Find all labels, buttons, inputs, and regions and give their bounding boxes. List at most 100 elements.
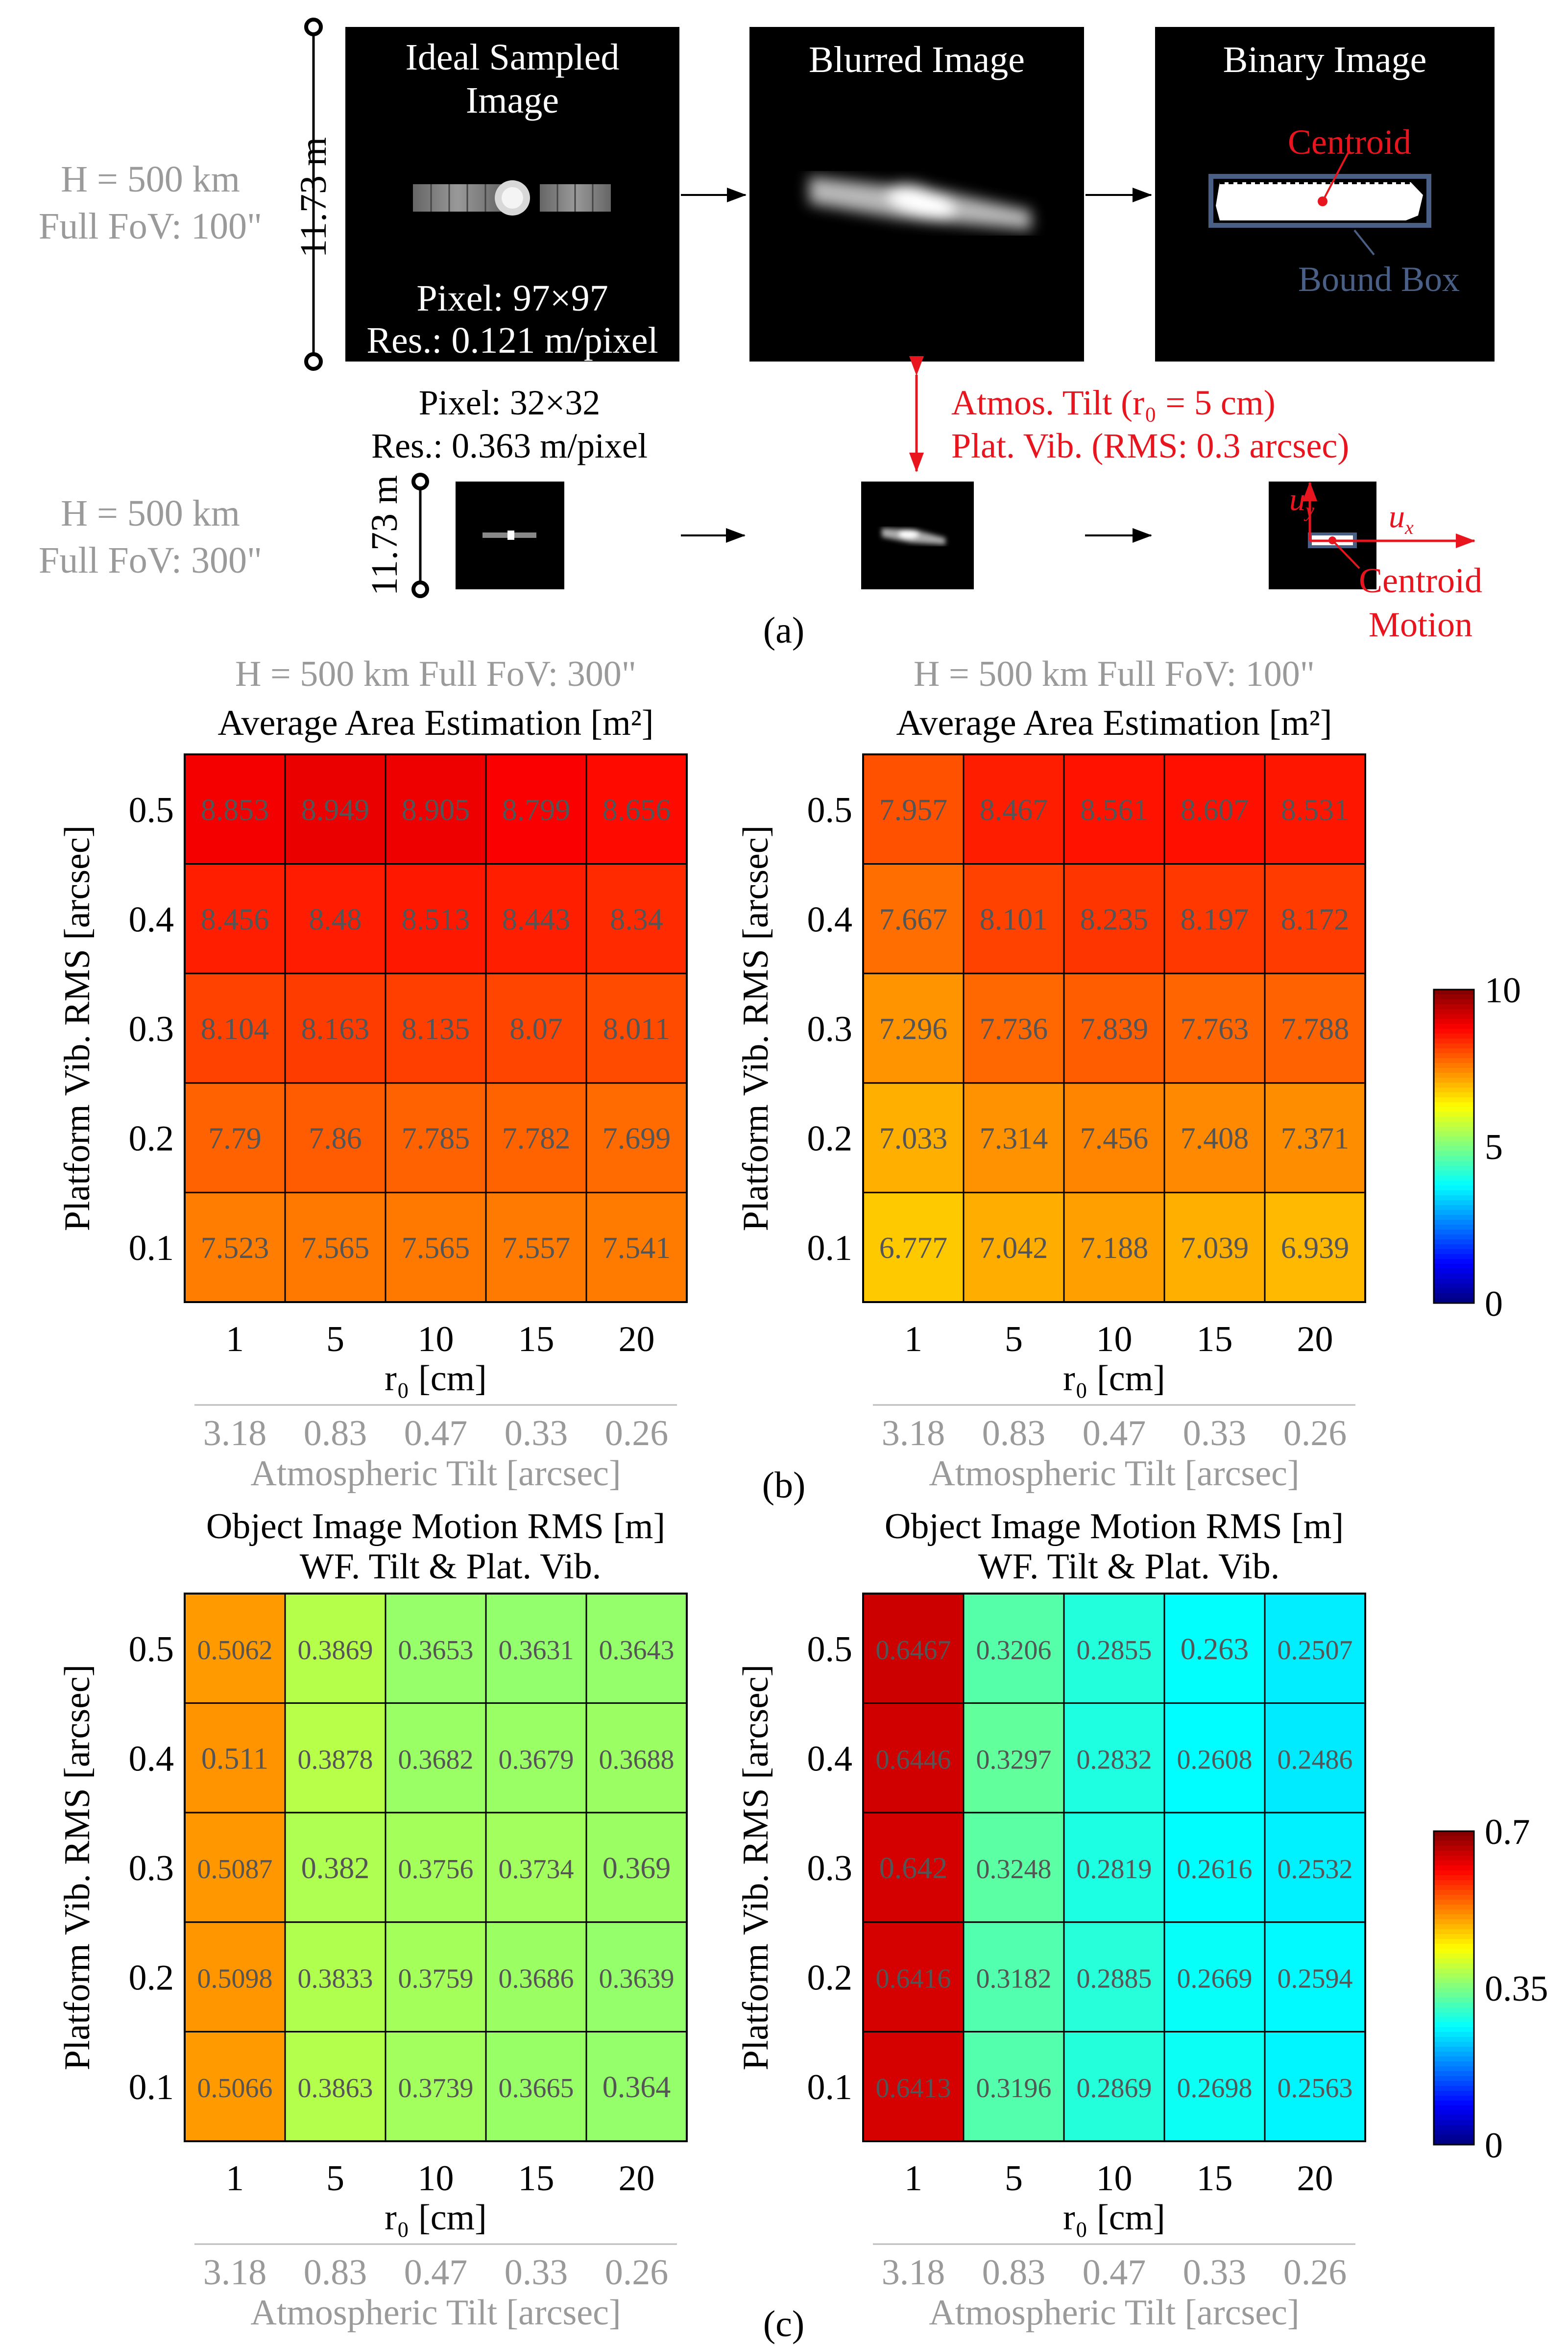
cell-value-label: 0.3833 — [298, 1964, 373, 1994]
cell-value-label: 7.79 — [208, 1122, 262, 1156]
heatmap-cell — [862, 1812, 965, 1923]
y-tick-label: 0.3 — [129, 1009, 174, 1049]
cell-value-label: 7.314 — [980, 1122, 1048, 1156]
colorbar-segment — [1434, 2066, 1474, 2072]
colorbar-segment — [1434, 2007, 1474, 2013]
bound-box — [1208, 174, 1431, 228]
heatmap-cell — [284, 972, 386, 1084]
heatmap-cell — [184, 1812, 286, 1923]
cell-value-label: 0.511 — [201, 1742, 268, 1775]
colorbar-segment — [1434, 2017, 1474, 2023]
perturbation-vib: Plat. Vib. (RMS: 0.3 arcsec) — [951, 426, 1350, 465]
heatmap-cell — [1063, 1921, 1165, 2032]
x-tick-label: 1 — [904, 2158, 922, 2199]
heatmap-cell — [585, 1812, 688, 1923]
heatmap-cell — [585, 1702, 688, 1814]
colorbar-segment — [1434, 1910, 1474, 1915]
cell-value-label: 0.2486 — [1278, 1744, 1353, 1775]
ideal-info: Pixel: 97×97 Res.: 0.121 m/pixel — [345, 277, 679, 362]
heatmap-cell — [184, 753, 286, 865]
heatmap-cell — [284, 1082, 386, 1193]
heatmap-cell — [385, 863, 487, 974]
heatmap-cell — [485, 1921, 587, 2032]
heatmap-cell — [862, 753, 965, 865]
ideal-title-line2: Image — [466, 80, 559, 121]
centroid-leader — [1322, 152, 1349, 202]
y-axis-label: Platform Vib. RMS [arcsec] — [57, 1665, 97, 2071]
row1-info: H = 500 km Full FoV: 100" — [21, 156, 280, 250]
cell-value-label: 7.736 — [980, 1013, 1048, 1046]
colorbar-segment — [1434, 2027, 1474, 2032]
heatmap-cell — [1063, 2031, 1165, 2142]
y-tick-label: 0.5 — [129, 790, 174, 830]
heatmap-cell — [963, 1593, 1065, 1704]
colorbar-segment — [1434, 2022, 1474, 2028]
heatmap-cell — [1063, 863, 1165, 974]
cell-value-label: 8.799 — [502, 794, 571, 827]
colorbar-segment — [1434, 2061, 1474, 2067]
x-tick-label: 5 — [1005, 1319, 1023, 1359]
chart-title-line-1: Object Image Motion RMS [m] — [885, 1506, 1344, 1547]
ideal-title-line1: Ideal Sampled — [405, 37, 620, 78]
heatmap-cell — [184, 1191, 286, 1303]
heatmap-cell — [963, 1191, 1065, 1303]
row1-altitude: H = 500 km — [61, 159, 240, 200]
heatmap-cell — [585, 1921, 688, 2032]
cell-value-label: 6.939 — [1281, 1232, 1350, 1265]
heatmap-cell — [184, 1082, 286, 1193]
colorbar-segment — [1434, 1078, 1474, 1083]
uy-letter: u — [1289, 482, 1305, 517]
x-tick-label: 10 — [418, 1319, 454, 1359]
colorbar-segment — [1434, 1900, 1474, 1905]
row2-altitude: H = 500 km — [61, 493, 240, 534]
cell-value-label: 0.3682 — [398, 1744, 474, 1775]
colorbar-segment — [1434, 2012, 1474, 2018]
x-tick-label: 1 — [904, 1319, 922, 1359]
secondary-x-tick-label: 0.47 — [404, 2252, 468, 2293]
secondary-x-tick-label: 3.18 — [203, 2252, 267, 2293]
cell-value-label: 8.172 — [1281, 903, 1350, 936]
cell-value-label: 0.3653 — [398, 1635, 474, 1666]
colorbar-segment — [1434, 1043, 1474, 1049]
bound-box-leader — [1353, 229, 1375, 256]
y-tick-label: 0.1 — [807, 2067, 853, 2107]
heatmap-cell — [585, 863, 688, 974]
cell-value-label: 7.565 — [301, 1232, 370, 1265]
colorbar-segment — [1434, 1210, 1474, 1215]
colorbar-segment — [1434, 1137, 1474, 1142]
colorbar-tick-label: 10 — [1485, 970, 1521, 1011]
y-tick-label: 0.5 — [129, 1629, 174, 1669]
x-tick-label: 10 — [418, 2158, 454, 2199]
colorbar: 0 5 10 — [1433, 970, 1521, 1324]
heatmap-cell — [1063, 1702, 1165, 1814]
colorbar-segment — [1434, 2056, 1474, 2062]
colorbar-segment — [1434, 999, 1474, 1005]
heatmap-chart-4: Object Image Motion RMS [m]WF. Tilt & Pl… — [736, 1506, 1548, 2333]
colorbar-segment — [1434, 1068, 1474, 1073]
cell-value-label: 8.07 — [509, 1013, 563, 1046]
colorbar-segment — [1434, 2101, 1474, 2106]
ux-sub: x — [1405, 516, 1414, 539]
colorbar-segment — [1434, 1298, 1474, 1304]
heatmap-cell — [585, 2031, 688, 2142]
cell-value-label: 7.296 — [879, 1013, 948, 1046]
colorbar-segment — [1434, 1034, 1474, 1039]
colorbar-segment — [1434, 2140, 1474, 2145]
x-tick-label: 20 — [619, 2158, 655, 2199]
cell-value-label: 0.2669 — [1177, 1964, 1253, 1994]
colorbar-segment — [1434, 1249, 1474, 1255]
heatmap-cell — [485, 972, 587, 1084]
cell-value-label: 0.3734 — [499, 1854, 574, 1885]
row2-resolution: Pixel: 32×32 Res.: 0.363 m/pixel — [338, 381, 681, 467]
colorbar-segment — [1434, 1841, 1474, 1846]
heatmap-cell — [1063, 972, 1165, 1084]
y-axis-label: Platform Vib. RMS [arcsec] — [736, 1665, 776, 2071]
secondary-x-tick-label: 0.26 — [1283, 1413, 1347, 1453]
uy-label: uy — [1289, 483, 1314, 528]
cell-value-label: 7.839 — [1080, 1013, 1149, 1046]
x-tick-label: 15 — [518, 2158, 555, 2199]
colorbar-segment — [1434, 1112, 1474, 1117]
colorbar-segment — [1434, 1058, 1474, 1064]
colorbar-segment — [1434, 1102, 1474, 1108]
